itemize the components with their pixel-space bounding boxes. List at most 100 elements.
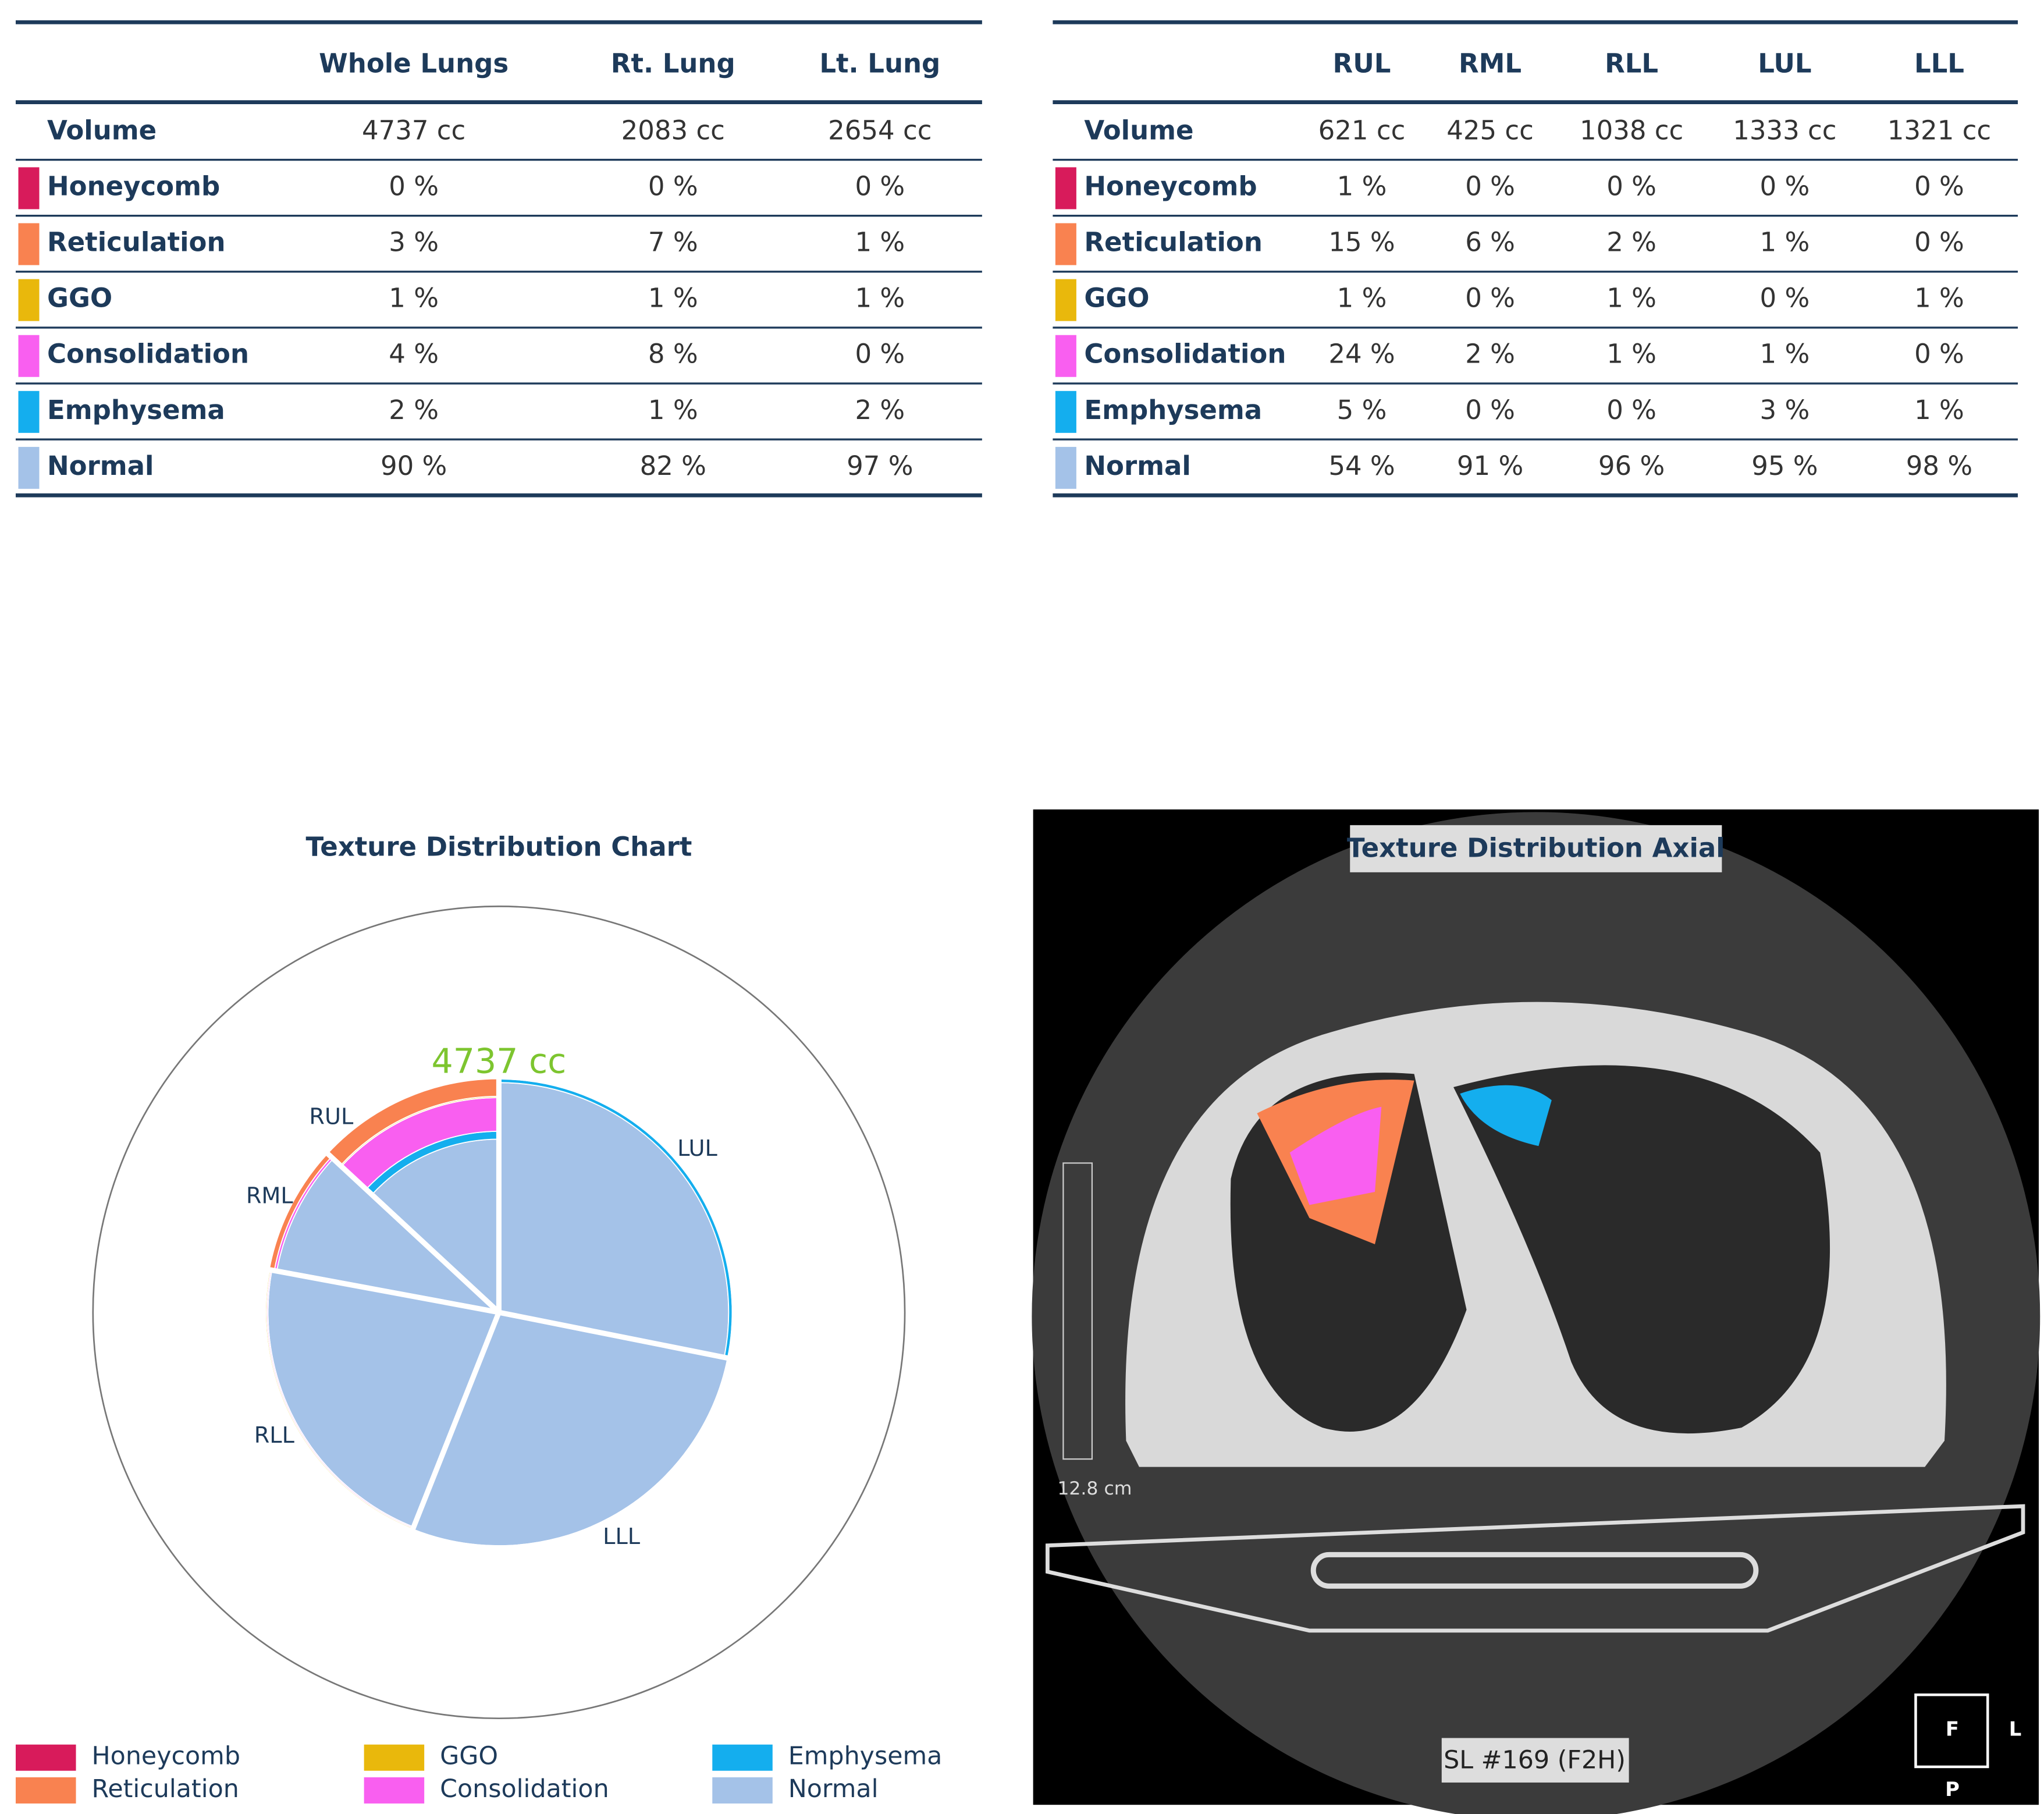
- tables: Whole Lungs Rt. Lung Lt. Lung Volume 4737 cc…: [16, 20, 2018, 498]
- ct-table-rail: [1310, 1552, 1759, 1589]
- cell: 0 %: [648, 171, 698, 201]
- row-label: Normal: [47, 450, 154, 481]
- cell: 82 %: [640, 450, 706, 481]
- left-lung: [1453, 1065, 1830, 1434]
- row-label: Volume: [1084, 115, 1193, 145]
- row-label: GGO: [47, 283, 112, 314]
- row-label: Consolidation: [47, 339, 249, 370]
- cell: 6 %: [1465, 227, 1515, 258]
- cell: 0 %: [1914, 339, 1964, 370]
- cell: 4 %: [389, 339, 439, 370]
- cell: 3 %: [1760, 395, 1810, 425]
- consolidation-region: [1289, 1106, 1382, 1205]
- cell: 2 %: [855, 395, 905, 425]
- cell: 1 %: [1606, 283, 1656, 314]
- chart-frame: [92, 906, 906, 1720]
- column-header: LLL: [1914, 48, 1964, 79]
- cell: 5 %: [1337, 395, 1387, 425]
- cell: 0 %: [1465, 171, 1515, 201]
- cell: 0 %: [1465, 395, 1515, 425]
- color-swatch: [18, 335, 40, 377]
- cell: 0 %: [1760, 283, 1810, 314]
- row-label: Reticulation: [47, 227, 226, 258]
- color-swatch: [18, 223, 40, 265]
- cell: 1 %: [1914, 395, 1964, 425]
- cell: 2 %: [1606, 227, 1656, 258]
- row-label: GGO: [1084, 283, 1149, 314]
- cell: 1 %: [648, 395, 698, 425]
- lobe-label: LLL: [603, 1524, 641, 1550]
- column-header: RUL: [1333, 48, 1391, 79]
- cell: 4737 cc: [362, 115, 465, 145]
- lobe-label: RLL: [254, 1422, 295, 1449]
- cell: 0 %: [389, 171, 439, 201]
- cell: 621 cc: [1318, 115, 1406, 145]
- column-header: Whole Lungs: [319, 48, 509, 79]
- legend-swatch: [16, 1777, 76, 1804]
- cell: 1 %: [1606, 339, 1656, 370]
- emphysema-region: [1460, 1085, 1552, 1146]
- cell: 54 %: [1328, 450, 1395, 481]
- legend-label: Normal: [788, 1774, 879, 1804]
- cell: 1 %: [389, 283, 439, 314]
- legend-label: Honeycomb: [92, 1742, 240, 1771]
- cell: 0 %: [855, 339, 905, 370]
- cell: 98 %: [1906, 450, 1972, 481]
- column-header: RLL: [1605, 48, 1658, 79]
- row-label: Emphysema: [47, 395, 225, 425]
- row-label: Honeycomb: [47, 171, 220, 201]
- cell: 7 %: [648, 227, 698, 258]
- chart-title: Texture Distribution Chart: [306, 831, 692, 862]
- color-swatch: [1055, 391, 1076, 433]
- legend-swatch: [364, 1744, 425, 1771]
- texture-layer: [498, 1082, 730, 1358]
- column-header: Lt. Lung: [819, 48, 940, 79]
- ruler-label: 12.8 cm: [1057, 1478, 1132, 1499]
- cell: 0 %: [1914, 171, 1964, 201]
- color-swatch: [1055, 335, 1076, 377]
- axial-title-box: [1350, 825, 1722, 872]
- legend-label: Consolidation: [440, 1774, 609, 1804]
- row-label: Volume: [47, 115, 157, 145]
- cell: 0 %: [1606, 171, 1656, 201]
- cell: 0 %: [1914, 227, 1964, 258]
- lobe-sector: [496, 1074, 738, 1362]
- cell: 8 %: [648, 339, 698, 370]
- legend-label: GGO: [440, 1742, 498, 1771]
- row-label: Normal: [1084, 450, 1190, 481]
- legend-swatch: [16, 1744, 76, 1771]
- ruler: [1062, 1162, 1093, 1460]
- row-label: Reticulation: [1084, 227, 1263, 258]
- orient-label: F: [1946, 1717, 1959, 1740]
- column-header: Rt. Lung: [611, 48, 735, 79]
- cell: 425 cc: [1446, 115, 1534, 145]
- color-swatch: [1055, 167, 1076, 210]
- cell: 24 %: [1328, 339, 1395, 370]
- column-header: RML: [1459, 48, 1522, 79]
- color-swatch: [18, 167, 40, 210]
- legend-swatch: [712, 1777, 773, 1804]
- cell: 1 %: [648, 283, 698, 314]
- ct-table: [1046, 1504, 2025, 1633]
- cell: 0 %: [1606, 395, 1656, 425]
- cell: 1321 cc: [1887, 115, 1991, 145]
- cell: 2 %: [1465, 339, 1515, 370]
- legend-label: Emphysema: [788, 1742, 943, 1771]
- lobe-sector: [408, 1309, 733, 1551]
- slice-box: [1441, 1738, 1629, 1783]
- legend-swatch: [712, 1744, 773, 1771]
- cell: 1 %: [1337, 171, 1387, 201]
- lobe-sector: [260, 1266, 503, 1535]
- color-swatch: [18, 446, 40, 489]
- color-swatch: [1055, 279, 1076, 321]
- cell: 1 %: [1760, 227, 1810, 258]
- color-swatch: [1055, 223, 1076, 265]
- row-label: Honeycomb: [1084, 171, 1257, 201]
- cell: 0 %: [1760, 171, 1810, 201]
- cell: 90 %: [381, 450, 447, 481]
- texture-chart: Texture Distribution Chart 4737 cc RULRM…: [16, 831, 942, 1804]
- orient-label: P: [1945, 1778, 1960, 1801]
- lobe-sector: [322, 1074, 502, 1319]
- cell: 1 %: [1337, 283, 1387, 314]
